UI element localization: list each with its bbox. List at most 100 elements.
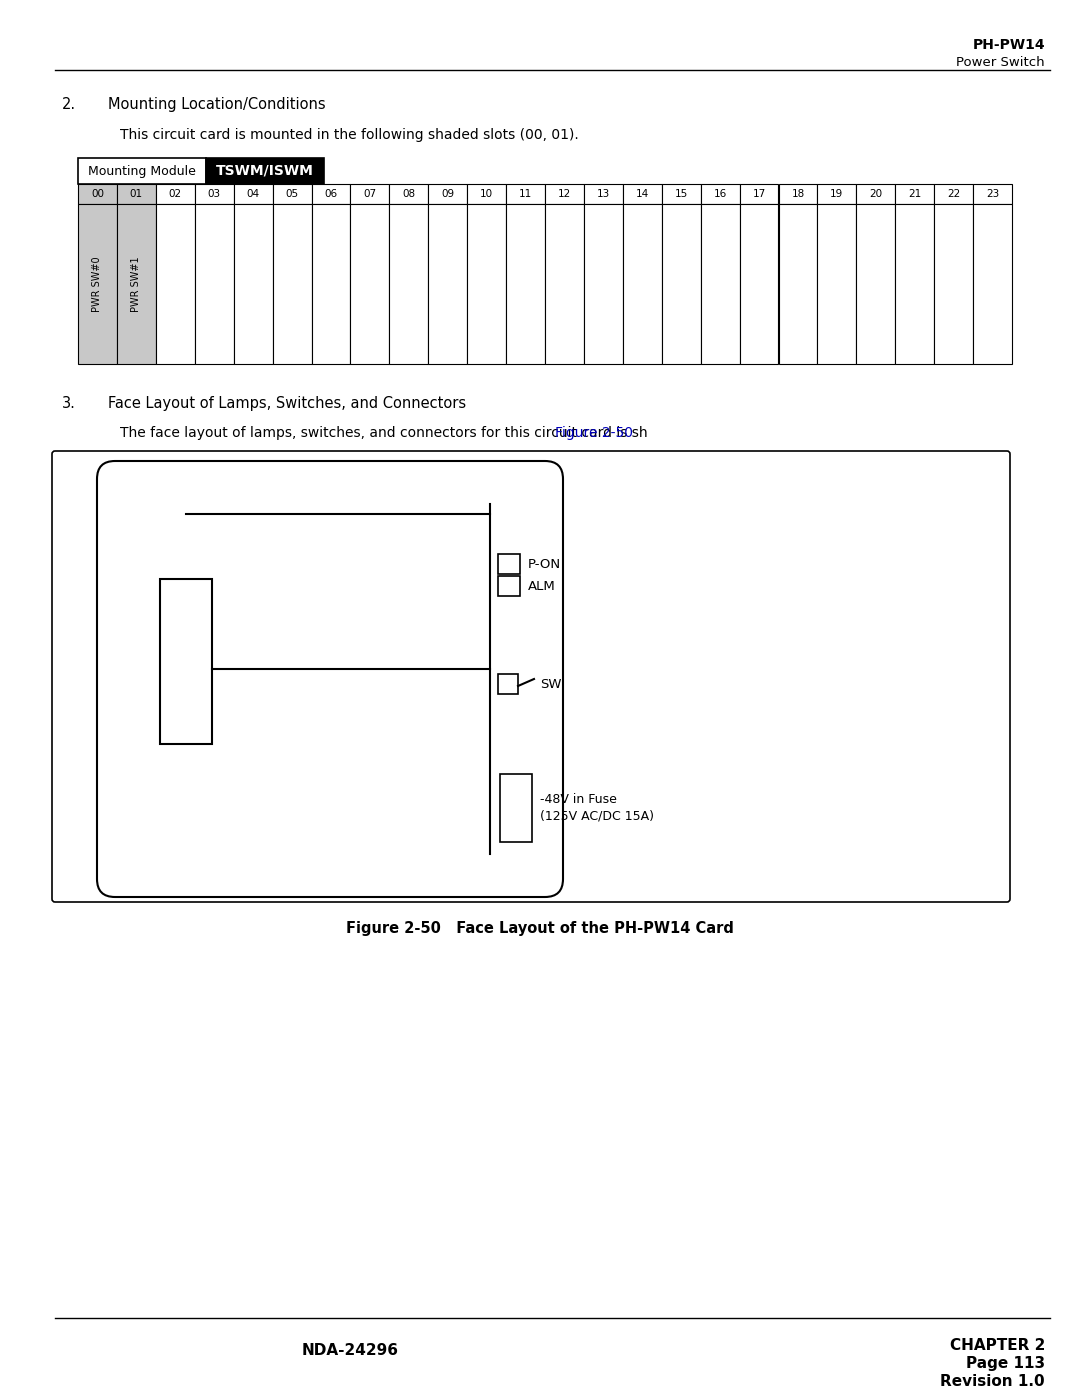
Bar bbox=[78, 204, 117, 365]
Text: 3.: 3. bbox=[62, 395, 76, 411]
Text: 17: 17 bbox=[753, 189, 766, 198]
Text: 11: 11 bbox=[518, 189, 532, 198]
Text: Figure 2-50   Face Layout of the PH-PW14 Card: Figure 2-50 Face Layout of the PH-PW14 C… bbox=[346, 921, 734, 936]
Text: 23: 23 bbox=[986, 189, 999, 198]
Bar bbox=[740, 204, 779, 365]
Text: TSWM/ISWM: TSWM/ISWM bbox=[216, 163, 314, 177]
Text: 10: 10 bbox=[481, 189, 494, 198]
Bar bbox=[973, 204, 1012, 365]
Text: 16: 16 bbox=[714, 189, 727, 198]
Text: 09: 09 bbox=[441, 189, 455, 198]
Text: Face Layout of Lamps, Switches, and Connectors: Face Layout of Lamps, Switches, and Conn… bbox=[108, 395, 467, 411]
Bar bbox=[350, 184, 389, 204]
Text: Power Switch: Power Switch bbox=[957, 56, 1045, 68]
Text: Figure 2-50: Figure 2-50 bbox=[555, 426, 633, 440]
Text: PH-PW14: PH-PW14 bbox=[972, 38, 1045, 52]
Text: 01: 01 bbox=[130, 189, 143, 198]
Bar bbox=[934, 184, 973, 204]
Bar bbox=[311, 204, 350, 365]
Text: Mounting Location/Conditions: Mounting Location/Conditions bbox=[108, 96, 326, 112]
Bar bbox=[78, 158, 206, 184]
Text: This circuit card is mounted in the following shaded slots (00, 01).: This circuit card is mounted in the foll… bbox=[120, 129, 579, 142]
Text: 07: 07 bbox=[363, 189, 377, 198]
Text: 00: 00 bbox=[91, 189, 104, 198]
Bar bbox=[194, 184, 233, 204]
Bar bbox=[429, 204, 468, 365]
Text: PWR SW#1: PWR SW#1 bbox=[132, 256, 141, 312]
Text: Mounting Module: Mounting Module bbox=[89, 165, 195, 177]
Text: 20: 20 bbox=[869, 189, 882, 198]
Bar bbox=[934, 204, 973, 365]
Text: 14: 14 bbox=[636, 189, 649, 198]
Bar bbox=[973, 184, 1012, 204]
Bar bbox=[895, 204, 934, 365]
Bar bbox=[740, 184, 779, 204]
Bar bbox=[818, 184, 856, 204]
Bar bbox=[117, 204, 156, 365]
Text: 04: 04 bbox=[246, 189, 259, 198]
Bar bbox=[78, 184, 117, 204]
Text: 02: 02 bbox=[168, 189, 181, 198]
Bar bbox=[160, 578, 212, 745]
Bar bbox=[500, 774, 532, 842]
Text: 06: 06 bbox=[324, 189, 338, 198]
Bar bbox=[156, 204, 194, 365]
Bar bbox=[389, 184, 429, 204]
Bar bbox=[507, 204, 545, 365]
Bar bbox=[623, 184, 662, 204]
Text: ALM: ALM bbox=[528, 580, 556, 592]
Text: 05: 05 bbox=[285, 189, 298, 198]
Bar bbox=[701, 184, 740, 204]
Bar bbox=[233, 184, 272, 204]
Bar bbox=[545, 204, 584, 365]
Bar bbox=[498, 576, 519, 597]
Bar bbox=[233, 204, 272, 365]
Text: (125V AC/DC 15A): (125V AC/DC 15A) bbox=[540, 810, 654, 823]
Bar bbox=[468, 204, 507, 365]
Text: 12: 12 bbox=[558, 189, 571, 198]
Text: 08: 08 bbox=[402, 189, 416, 198]
Bar bbox=[429, 184, 468, 204]
Bar bbox=[545, 184, 584, 204]
Bar bbox=[662, 204, 701, 365]
Bar bbox=[623, 204, 662, 365]
Bar bbox=[584, 204, 623, 365]
Bar bbox=[156, 184, 194, 204]
Text: 13: 13 bbox=[597, 189, 610, 198]
Text: P-ON: P-ON bbox=[528, 557, 562, 570]
Text: NDA-24296: NDA-24296 bbox=[301, 1343, 399, 1358]
Bar bbox=[117, 184, 156, 204]
Text: 03: 03 bbox=[207, 189, 220, 198]
Bar bbox=[350, 204, 389, 365]
Bar bbox=[779, 204, 818, 365]
Text: 22: 22 bbox=[947, 189, 960, 198]
Text: Page 113: Page 113 bbox=[966, 1356, 1045, 1370]
Bar bbox=[895, 184, 934, 204]
Text: SW: SW bbox=[540, 678, 562, 690]
Bar bbox=[779, 184, 818, 204]
Bar bbox=[194, 204, 233, 365]
Bar bbox=[498, 673, 518, 694]
Bar bbox=[507, 184, 545, 204]
Text: The face layout of lamps, switches, and connectors for this circuit card is sh: The face layout of lamps, switches, and … bbox=[120, 426, 648, 440]
FancyBboxPatch shape bbox=[97, 461, 563, 897]
Bar bbox=[272, 204, 311, 365]
Bar bbox=[662, 184, 701, 204]
Bar bbox=[272, 184, 311, 204]
Text: Revision 1.0: Revision 1.0 bbox=[941, 1375, 1045, 1389]
Bar bbox=[701, 204, 740, 365]
Bar bbox=[584, 184, 623, 204]
Bar bbox=[206, 158, 324, 184]
Text: 15: 15 bbox=[675, 189, 688, 198]
FancyBboxPatch shape bbox=[52, 451, 1010, 902]
Text: 19: 19 bbox=[831, 189, 843, 198]
Text: CHAPTER 2: CHAPTER 2 bbox=[949, 1338, 1045, 1354]
Text: 18: 18 bbox=[792, 189, 805, 198]
Text: 21: 21 bbox=[908, 189, 921, 198]
Bar bbox=[818, 204, 856, 365]
Text: -48V in Fuse: -48V in Fuse bbox=[540, 793, 617, 806]
Bar bbox=[856, 184, 895, 204]
Bar bbox=[468, 184, 507, 204]
Bar bbox=[389, 204, 429, 365]
Bar bbox=[856, 204, 895, 365]
